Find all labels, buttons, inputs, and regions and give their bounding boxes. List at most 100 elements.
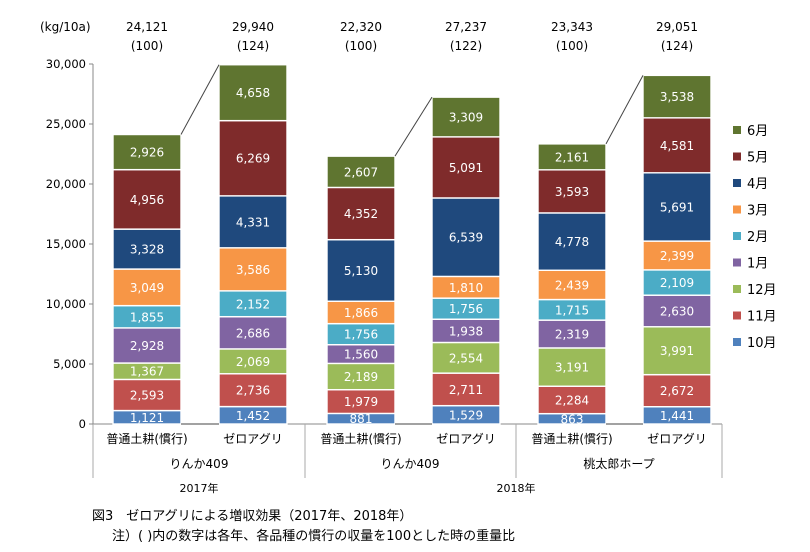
bar-segment <box>218 373 288 408</box>
bar-segment <box>431 136 501 199</box>
bar-value-label: 2,926 <box>130 146 164 160</box>
bar-index-label: (100) <box>345 39 377 53</box>
bar-segment <box>112 268 182 307</box>
bar-value-label: 1,866 <box>344 306 378 320</box>
bar-value-label: 1,529 <box>449 408 483 422</box>
group-variety-label: 桃太郎ホープ <box>583 456 654 471</box>
bar-segment <box>537 385 607 415</box>
bar-value-label: 4,581 <box>660 139 694 153</box>
bar-value-label: 3,538 <box>660 90 694 104</box>
bar-value-label: 2,593 <box>130 388 164 402</box>
y-tick-label: 0 <box>79 417 86 431</box>
bar-total-label: 29,940 <box>232 20 274 34</box>
bar-index-label: (122) <box>450 39 482 53</box>
bar-total-label: 29,051 <box>656 20 698 34</box>
series-connector-line <box>180 64 220 135</box>
bar-value-label: 1,938 <box>449 324 483 338</box>
bar-value-label: 4,778 <box>555 235 589 249</box>
group-year-label: 2018年 <box>497 481 536 495</box>
bar-value-label: 2,736 <box>236 384 270 398</box>
bar-segment <box>326 238 396 302</box>
bar-value-label: 2,928 <box>130 339 164 353</box>
x-category-label: 普通土耕(慣行) <box>320 431 401 446</box>
bar-segment <box>642 240 712 271</box>
bar-segment <box>642 117 712 174</box>
stacked-bar-chart: 0 5,000 10,000 15,000 20,000 25,000 30,000 (kg/… <box>40 20 777 495</box>
bar-segment <box>218 348 288 375</box>
bar-value-label: 3,991 <box>660 344 694 358</box>
bar-value-label: 4,956 <box>130 193 164 207</box>
bar-value-label: 1,756 <box>344 328 378 342</box>
bar-segment <box>218 315 288 350</box>
series-connector-line <box>605 75 644 145</box>
x-category-label: 普通土耕(慣行) <box>106 431 187 446</box>
bar-segment <box>537 169 607 214</box>
bar-segment <box>218 247 288 292</box>
series-connector-line <box>394 96 433 157</box>
legend-label: 10月 <box>747 336 777 351</box>
bar-segment <box>431 197 501 278</box>
legend-swatch <box>733 179 741 187</box>
bar-total-label: 23,343 <box>551 20 593 34</box>
group-year-label: 2017年 <box>180 481 219 495</box>
bar-value-label: 4,331 <box>236 215 270 229</box>
bar-value-label: 2,109 <box>660 276 694 290</box>
bar-value-label: 6,269 <box>236 152 270 166</box>
legend-swatch <box>733 311 741 320</box>
x-category-label: ゼロアグリ <box>647 432 706 446</box>
bar-index-label: (124) <box>661 39 693 53</box>
bar-value-label: 5,130 <box>344 264 378 278</box>
legend-label: 4月 <box>747 177 768 192</box>
bar-value-label: 2,554 <box>449 351 483 365</box>
bar-value-label: 1,452 <box>236 409 270 423</box>
x-category-label: ゼロアグリ <box>436 432 495 446</box>
bar-value-label: 3,328 <box>130 243 164 257</box>
bar-segment <box>537 143 607 171</box>
y-unit-label: (kg/10a) <box>40 20 91 34</box>
bar-value-label: 3,049 <box>130 281 164 295</box>
group-variety-label: りんか409 <box>170 457 229 471</box>
bar-value-label: 881 <box>350 412 373 426</box>
bar-value-label: 1,810 <box>449 281 483 295</box>
legend-swatch <box>733 152 741 161</box>
bar-segment <box>218 290 288 318</box>
legend-label: 1月 <box>747 257 768 272</box>
bar-index-label: (100) <box>556 39 588 53</box>
bar-value-label: 1,855 <box>130 310 164 324</box>
bar-value-label: 3,586 <box>236 263 270 277</box>
legend-label: 11月 <box>747 310 777 325</box>
bar-value-label: 5,691 <box>660 200 694 214</box>
legend-label: 6月 <box>747 124 768 139</box>
bar-value-label: 2,284 <box>555 393 589 407</box>
legend-label: 3月 <box>747 204 768 219</box>
bar-value-label: 2,711 <box>449 383 483 397</box>
bar-value-label: 2,686 <box>236 326 270 340</box>
bar-segment <box>112 168 182 230</box>
bar-value-label: 1,560 <box>344 348 378 362</box>
bar-segment <box>431 341 501 374</box>
legend-swatch <box>733 126 741 134</box>
bar-total-label: 27,237 <box>445 20 487 34</box>
bar-value-label: 2,607 <box>344 165 378 179</box>
bar-value-label: 2,399 <box>660 249 694 263</box>
y-tick-label: 15,000 <box>46 237 86 251</box>
bar-value-label: 4,658 <box>236 86 270 100</box>
bar-segment <box>218 119 288 197</box>
bar-segment <box>431 96 501 138</box>
bar-value-label: 2,189 <box>344 370 378 384</box>
figure-note: 注）( )内の数字は各年、各品種の慣行の収量を100とした時の重量比 <box>112 529 516 544</box>
bar-segment <box>218 64 288 122</box>
bar-value-label: 1,441 <box>660 409 694 423</box>
bar-value-label: 1,756 <box>449 302 483 316</box>
legend-label: 2月 <box>747 230 768 245</box>
y-tick-label: 25,000 <box>46 117 86 131</box>
y-tick-label: 5,000 <box>53 357 86 371</box>
bar-index-label: (124) <box>237 39 269 53</box>
bar-value-label: 2,319 <box>555 328 589 342</box>
bar-value-label: 863 <box>561 412 584 426</box>
bar-total-label: 24,121 <box>126 20 168 34</box>
bar-value-label: 2,630 <box>660 304 694 318</box>
group-variety-label: りんか409 <box>381 457 440 471</box>
bar-segment <box>112 378 182 412</box>
bar-value-label: 2,439 <box>555 278 589 292</box>
